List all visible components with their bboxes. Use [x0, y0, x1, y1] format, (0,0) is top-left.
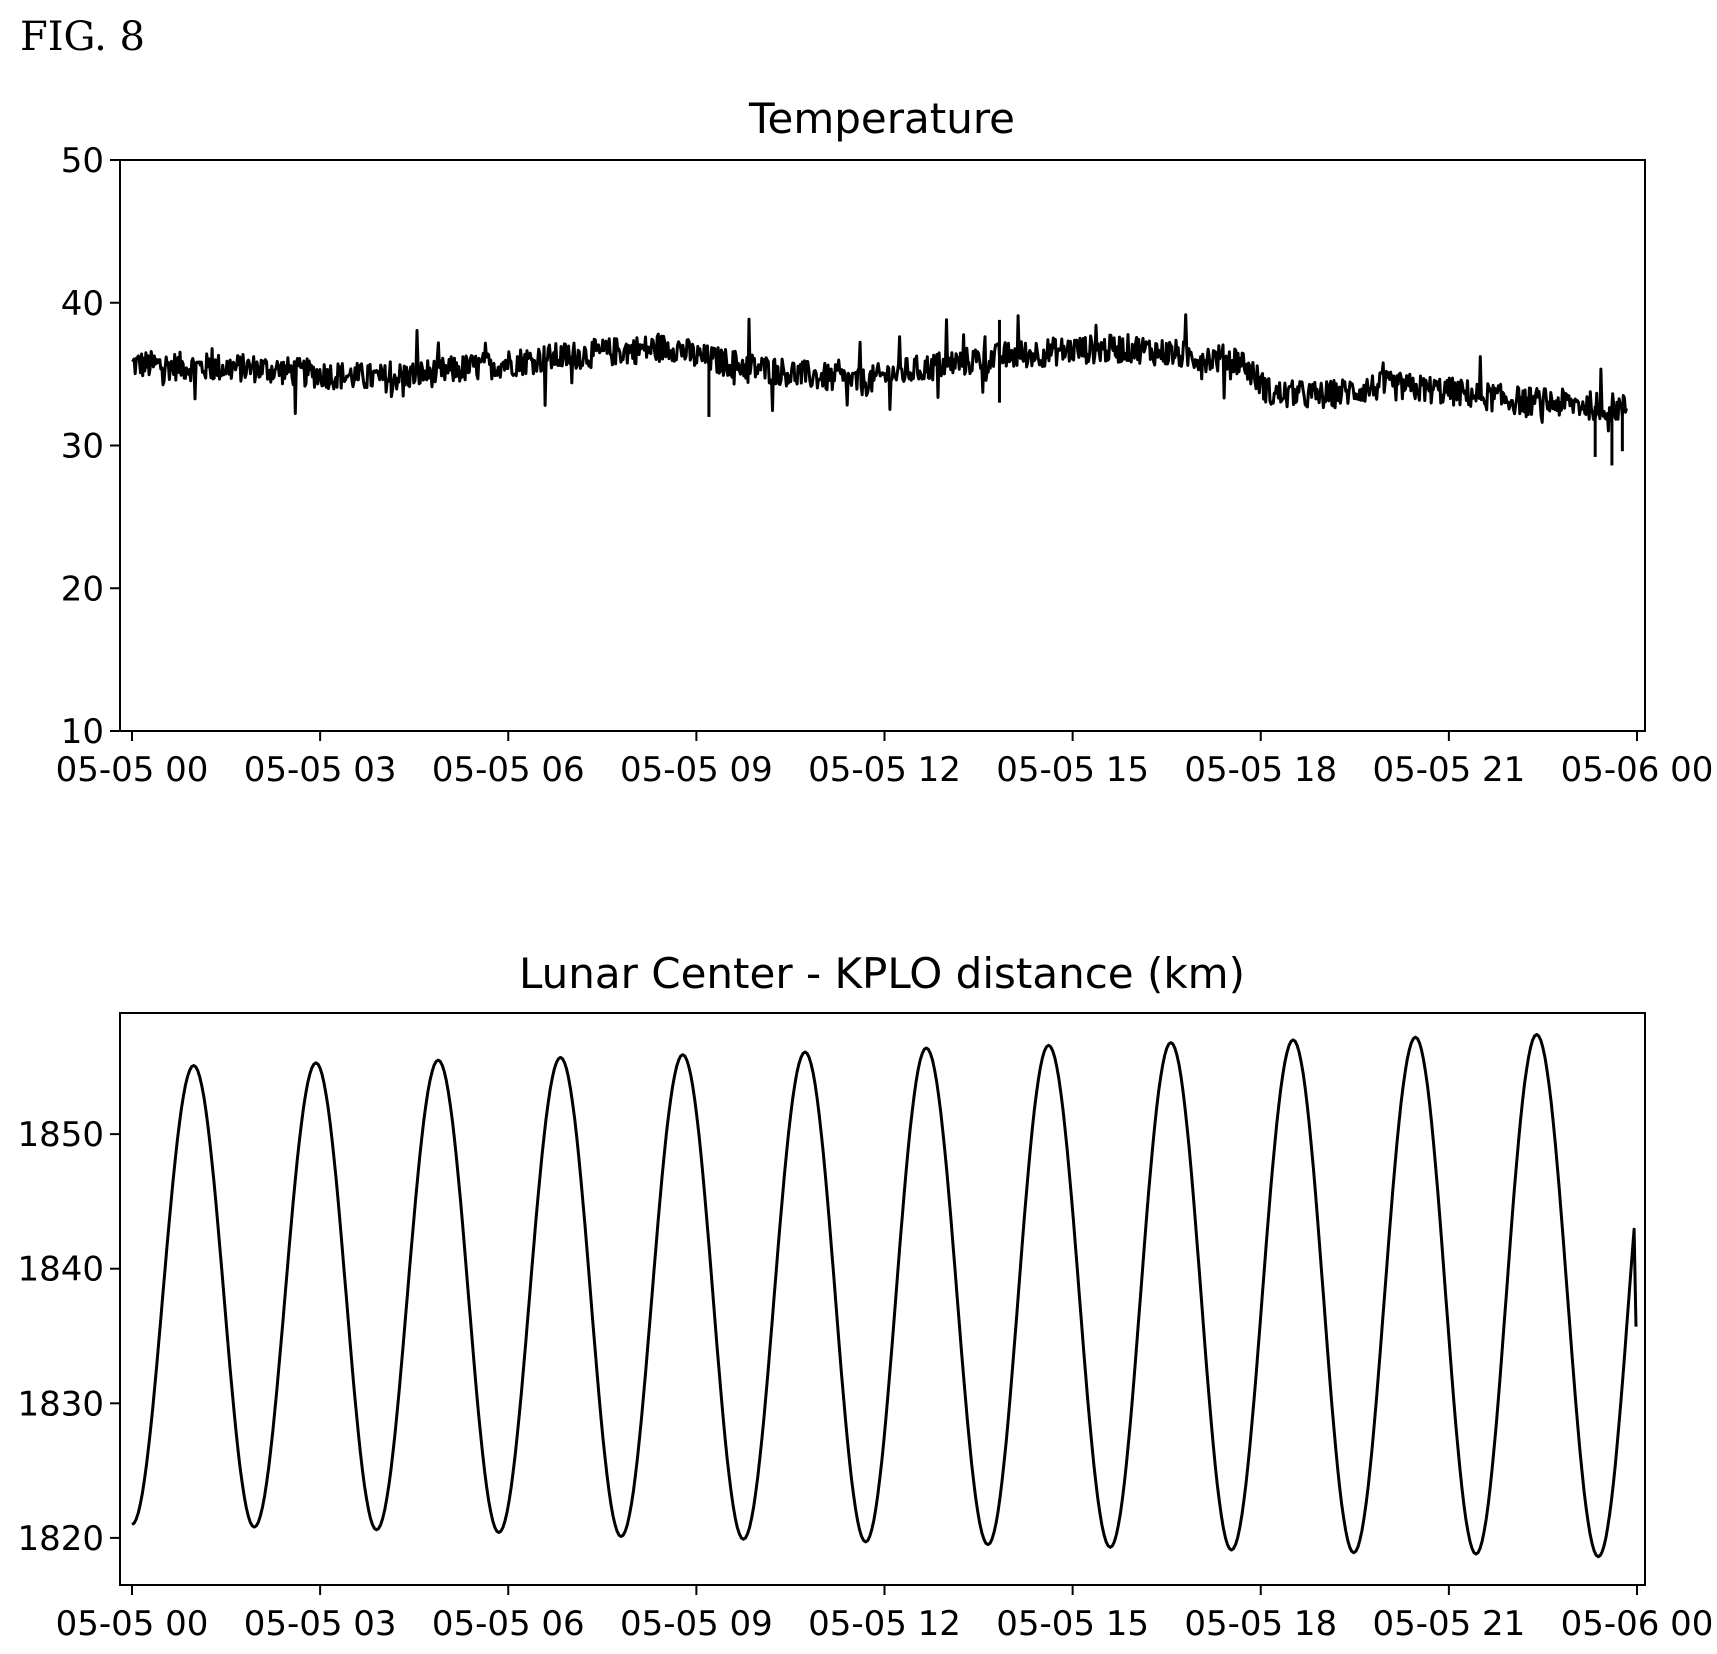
distance-series-group	[131, 1033, 1638, 1559]
y-tick-label: 40	[61, 284, 104, 324]
x-tick-label: 05-05 03	[244, 1604, 397, 1644]
temperature-series-group	[131, 313, 1628, 466]
temperature-x-axis: 05-05 00 05-05 03 05-05 06 05-05 09 05-05 12…	[56, 731, 1714, 790]
x-tick-label: 05-05 06	[432, 750, 585, 790]
x-tick-label: 05-05 12	[808, 750, 961, 790]
temperature-y-axis: 10 20 30 40 50	[61, 141, 120, 752]
y-tick-label: 50	[61, 141, 104, 181]
x-tick-label: 05-05 00	[56, 1604, 209, 1644]
distance-x-axis: 05-05 00 05-05 03 05-05 06 05-05 09 05-05 12…	[56, 1585, 1714, 1644]
x-tick-label: 05-05 18	[1184, 750, 1337, 790]
x-tick-label: 05-06 00	[1561, 1604, 1714, 1644]
x-tick-label: 05-05 00	[56, 750, 209, 790]
distance-axes-frame	[119, 1012, 1646, 1586]
distance-y-axis: 1820 1830 1840 1850	[17, 1115, 120, 1559]
x-tick-label: 05-05 21	[1372, 1604, 1525, 1644]
y-tick-label: 20	[61, 569, 104, 609]
temperature-chart-title: Temperature	[748, 94, 1015, 143]
x-tick-label: 05-05 03	[244, 750, 397, 790]
y-tick-label: 1820	[17, 1519, 104, 1559]
x-tick-label: 05-06 00	[1561, 750, 1714, 790]
x-tick-label: 05-05 09	[620, 750, 773, 790]
x-tick-label: 05-05 18	[1184, 1604, 1337, 1644]
x-tick-label: 05-05 15	[996, 750, 1149, 790]
x-tick-label: 05-05 12	[808, 1604, 961, 1644]
temperature-axes-frame	[119, 159, 1646, 732]
x-tick-label: 05-05 21	[1372, 750, 1525, 790]
y-tick-label: 30	[61, 427, 104, 467]
distance-chart-title: Lunar Center - KPLO distance (km)	[519, 949, 1245, 998]
y-tick-label: 1830	[17, 1384, 104, 1424]
y-tick-label: 10	[61, 712, 104, 752]
x-tick-label: 05-05 15	[996, 1604, 1149, 1644]
x-tick-label: 05-05 09	[620, 1604, 773, 1644]
distance-series-line	[131, 1033, 1638, 1559]
figure-label: FIG. 8	[20, 14, 145, 60]
y-tick-label: 1850	[17, 1115, 104, 1155]
distance-chart: Lunar Center - KPLO distance (km) 182018…	[17, 949, 1713, 1644]
y-tick-label: 1840	[17, 1250, 104, 1290]
temperature-series-line	[131, 313, 1628, 433]
x-tick-label: 05-05 06	[432, 1604, 585, 1644]
